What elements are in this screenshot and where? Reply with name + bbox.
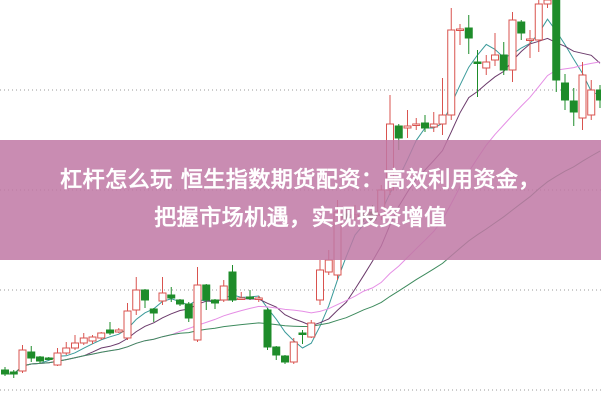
candle-body: [289, 341, 298, 363]
candle-body: [123, 310, 132, 339]
candle-body: [219, 285, 228, 301]
candle-body: [9, 371, 18, 375]
candle-body: [228, 271, 237, 301]
candle-body: [97, 332, 106, 339]
candle-body: [438, 114, 447, 125]
candle-body: [578, 74, 587, 119]
candle-body: [106, 329, 114, 334]
candle-body: [447, 29, 456, 116]
candle-body: [237, 297, 246, 300]
candle-body: [421, 122, 429, 129]
candle-body: [517, 21, 526, 34]
candle-body: [114, 329, 123, 333]
candle-body: [403, 125, 412, 129]
candle-body: [53, 352, 62, 366]
candle-body: [272, 346, 281, 356]
candle-body: [167, 294, 176, 299]
candle-body: [141, 289, 149, 301]
candle-body: [18, 349, 27, 372]
candle-body: [482, 61, 491, 69]
candle-body: [149, 308, 158, 314]
candle-body: [211, 299, 219, 304]
candle-body: [473, 61, 482, 64]
candle-body: [246, 296, 254, 299]
candle-body: [88, 336, 97, 342]
candle-body: [254, 297, 263, 300]
candle-body: [534, 3, 543, 41]
candle-body: [552, 0, 561, 81]
candle-body: [394, 125, 403, 139]
candle-body: [281, 355, 289, 363]
candle-body: [464, 27, 473, 39]
candle-body: [79, 337, 88, 344]
candle-body: [132, 289, 141, 311]
candle-body: [298, 332, 307, 335]
candle-body: [587, 89, 596, 116]
candle-body: [36, 356, 44, 362]
candle-body: [412, 123, 421, 126]
title-banner: 杠杆怎么玩 恒生指数期货配资：高效利用资金， 把握市场机遇，实现投资增值: [0, 140, 601, 260]
candle-body: [71, 342, 79, 349]
banner-title-line-2: 把握市场机遇，实现投资增值: [154, 206, 447, 231]
candle-body: [569, 100, 578, 113]
candle-body: [193, 284, 202, 341]
candle-body: [316, 269, 324, 301]
candle-body: [176, 299, 184, 305]
candle-body: [499, 54, 508, 71]
candle-body: [561, 82, 569, 101]
candle-body: [263, 309, 272, 348]
candle-body: [491, 54, 499, 61]
moving-average-line-10: [5, 37, 601, 375]
candle-body: [158, 292, 167, 302]
candle-body: [508, 19, 517, 71]
candle-body: [543, 0, 552, 5]
candle-body: [526, 38, 534, 41]
candle-body: [1, 369, 9, 375]
candle-body: [44, 357, 53, 360]
candle-body: [202, 284, 211, 301]
candle-body: [596, 89, 601, 101]
candle-body: [184, 303, 193, 319]
candle-body: [324, 259, 333, 273]
candle-body: [429, 123, 438, 128]
candle-body: [307, 322, 316, 338]
candle-body: [27, 351, 36, 359]
candle-body: [62, 347, 71, 354]
banner-title-line-1: 杠杆怎么玩 恒生指数期货配资：高效利用资金，: [60, 168, 541, 193]
candle-body: [456, 28, 464, 31]
